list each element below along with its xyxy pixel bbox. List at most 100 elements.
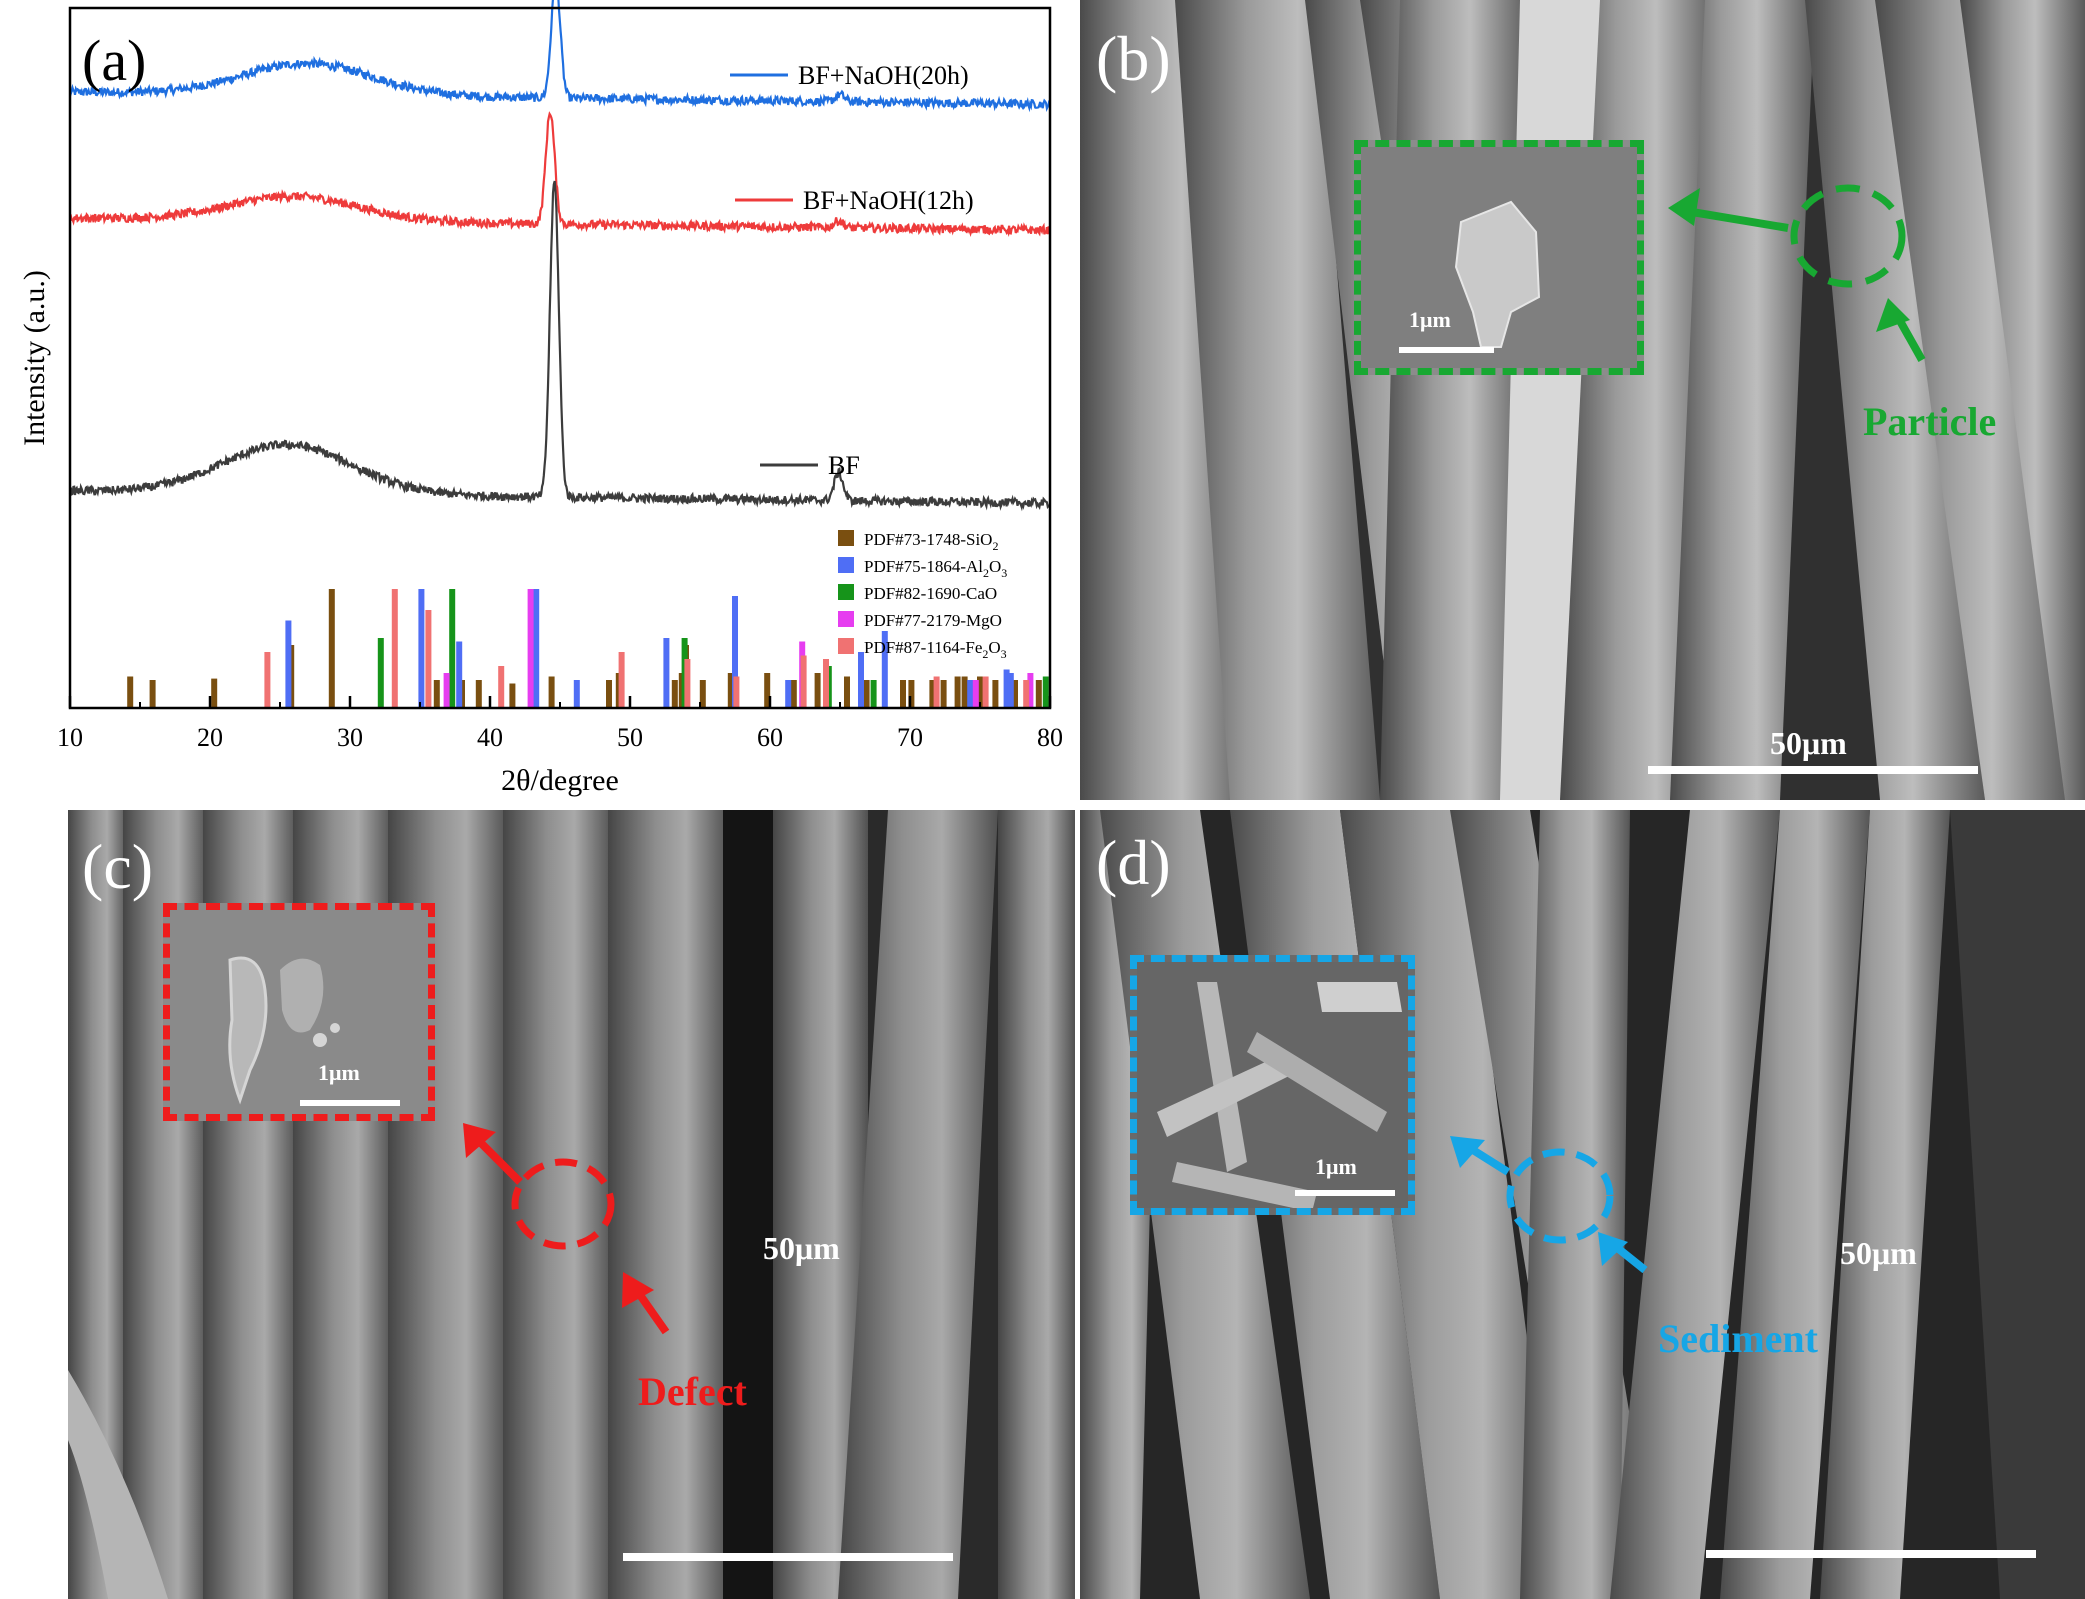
- ref-stick-3-0: [443, 673, 450, 708]
- arrow-head-circle: [1876, 298, 1910, 332]
- ref-stick-0-23: [908, 680, 915, 708]
- x-axis-label: 2θ/degree: [501, 764, 619, 797]
- ref-stick-4-10: [982, 676, 989, 708]
- callout-defect: Defect: [638, 1369, 747, 1414]
- ref-stick-4-2: [425, 610, 432, 708]
- panel-label-b: (b): [1096, 23, 1171, 94]
- scale-label-d: 50μm: [1840, 1235, 1917, 1271]
- inset-scale-bar-b: [1399, 347, 1494, 353]
- ref-legend-swatch-2: [838, 584, 854, 600]
- ref-stick-0-30: [1012, 680, 1018, 708]
- ref-stick-0-27: [961, 676, 968, 708]
- ref-stick-0-8: [509, 683, 516, 708]
- sediment-image: [1137, 962, 1408, 1208]
- callout-particle: Particle: [1863, 399, 1997, 444]
- ref-legend-swatch-0: [838, 530, 854, 546]
- ref-legend-swatch-3: [838, 611, 854, 627]
- ref-legend-swatch-4: [838, 638, 854, 654]
- arrow-head-inset-c: [463, 1123, 496, 1158]
- ref-stick-0-12: [671, 680, 678, 708]
- ref-stick-0-18: [790, 680, 797, 708]
- ref-stick-0-24: [929, 680, 936, 708]
- ref-stick-1-4: [573, 680, 580, 708]
- arrow-head-inset-d: [1450, 1136, 1485, 1168]
- ref-stick-0-2: [211, 678, 218, 708]
- sediment-circle: [1506, 1148, 1614, 1244]
- ref-stick-0-7: [475, 680, 482, 708]
- scale-bar-c: [623, 1553, 953, 1561]
- ref-legend-swatch-1: [838, 557, 854, 573]
- panel-label-d: (d): [1096, 827, 1171, 898]
- defect-image: [170, 910, 428, 1114]
- ref-stick-0-31: [1035, 680, 1042, 708]
- scale-label-b: 50μm: [1770, 725, 1847, 761]
- callout-graphics-c: [463, 1123, 670, 1335]
- defect-circle: [511, 1158, 615, 1250]
- sem-image-d: [1080, 810, 2085, 1599]
- ref-stick-4-7: [800, 655, 807, 708]
- ref-stick-0-22: [900, 680, 906, 708]
- inset-scale-label-c: 1μm: [318, 1060, 360, 1085]
- ref-stick-1-0: [285, 620, 292, 708]
- ref-stick-0-4: [328, 589, 335, 708]
- ref-stick-4-11: [1023, 680, 1030, 708]
- series-line-1: [69, 111, 1051, 238]
- ref-stick-3-1: [527, 589, 534, 708]
- sem-panel-c: 1μm Defect (c) 50μm: [68, 810, 1075, 1599]
- ref-stick-1-6: [732, 596, 738, 708]
- ref-stick-3-3: [972, 680, 979, 708]
- ref-stick-1-3: [533, 589, 540, 708]
- callout-graphics-b: [1668, 184, 1926, 362]
- sem-panel-b: 1μm Particle (b) 50μm: [1080, 0, 2085, 800]
- x-tick-label-2: 30: [337, 723, 363, 752]
- ref-stick-4-9: [933, 676, 940, 708]
- inset-scale-bar-d: [1295, 1190, 1395, 1196]
- ref-stick-0-25: [940, 680, 947, 708]
- ref-stick-4-1: [391, 589, 398, 708]
- arrow-head-circle-d: [1598, 1232, 1628, 1266]
- scale-bar-d: [1706, 1550, 2036, 1558]
- legend-label-0: BF+NaOH(20h): [798, 61, 969, 90]
- scale-label-c: 50μm: [763, 1230, 840, 1266]
- ref-stick-0-26: [954, 676, 961, 708]
- inset-scale-label-b: 1μm: [1409, 307, 1451, 332]
- inset-scale-bar-c: [300, 1100, 400, 1106]
- panel-label-a: (a): [82, 28, 146, 93]
- x-tick-label-1: 20: [197, 723, 223, 752]
- ref-stick-0-19: [814, 673, 821, 708]
- particle-image: [1361, 147, 1637, 368]
- ref-stick-1-9: [881, 631, 888, 708]
- inset-defect: 1μm: [163, 903, 435, 1121]
- ref-stick-1-7: [785, 680, 792, 708]
- ref-legend-label-3: PDF#77-2179-MgO: [864, 611, 1002, 630]
- ref-stick-0-28: [977, 676, 983, 708]
- ref-stick-4-6: [733, 676, 740, 708]
- x-tick-label-6: 70: [897, 723, 923, 752]
- ref-stick-2-0: [377, 638, 384, 708]
- callout-graphics-d: [1450, 1136, 1648, 1274]
- ref-stick-0-9: [548, 676, 555, 708]
- panel-label-c: (c): [82, 831, 154, 902]
- particle-circle: [1790, 184, 1906, 288]
- ref-stick-0-20: [844, 676, 850, 708]
- callout-sediment: Sediment: [1658, 1316, 1818, 1361]
- inset-scale-label-d: 1μm: [1315, 1154, 1357, 1179]
- ref-stick-4-4: [618, 652, 625, 708]
- sem-panel-d: 1μm Sediment (d) 50μm: [1080, 810, 2085, 1599]
- ref-stick-4-8: [823, 659, 829, 708]
- ref-legend-label-0: PDF#73-1748-SiO2: [864, 530, 998, 553]
- arrow-to-inset: [1679, 206, 1789, 232]
- series-line-2: [68, 180, 1051, 512]
- arrow-head-circle-c: [622, 1272, 654, 1308]
- ref-stick-0-17: [764, 673, 771, 708]
- ref-stick-1-5: [663, 638, 670, 708]
- ref-legend-label-1: PDF#75-1864-Al2O3: [864, 557, 1007, 580]
- legend-label-1: BF+NaOH(12h): [803, 186, 974, 215]
- y-axis-label: Intensity (a.u.): [18, 270, 51, 446]
- sem-image-c: [68, 810, 1075, 1599]
- inset-particle: 1μm: [1354, 140, 1644, 375]
- x-tick-label-3: 40: [477, 723, 503, 752]
- ref-stick-0-16: [727, 673, 734, 708]
- ref-legend-label-4: PDF#87-1164-Fe2O3: [864, 638, 1007, 661]
- ref-stick-2-1: [449, 589, 456, 708]
